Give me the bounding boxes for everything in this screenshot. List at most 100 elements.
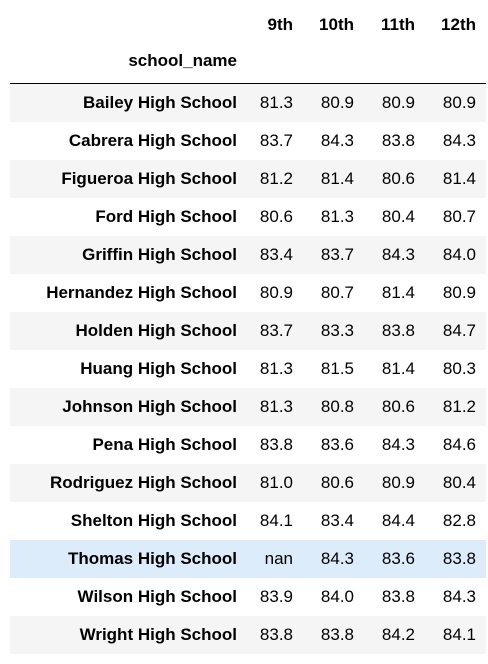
table-cell: 80.9 bbox=[381, 473, 415, 492]
table-row: Rodriguez High School 81.0 80.6 80.9 80.4 bbox=[10, 463, 486, 502]
table-cell: 83.4 bbox=[320, 511, 354, 530]
table-row: Huang High School 81.3 81.5 81.4 80.3 bbox=[10, 349, 486, 388]
table-cell: 84.1 bbox=[259, 511, 293, 530]
row-index-label: Thomas High School bbox=[67, 549, 237, 568]
table-cell: 81.0 bbox=[259, 473, 293, 492]
table-cell: 83.7 bbox=[259, 321, 293, 340]
table-row: Figueroa High School 81.2 81.4 80.6 81.4 bbox=[10, 159, 486, 198]
table-cell: 80.8 bbox=[320, 397, 354, 416]
dataframe-table: 9th 10th 11th 12th school_name Bailey Hi… bbox=[10, 0, 486, 654]
table-cell: 84.6 bbox=[442, 435, 476, 454]
column-header-row: 9th 10th 11th 12th bbox=[10, 0, 486, 49]
column-header: 10th bbox=[319, 15, 354, 34]
table-cell: 80.4 bbox=[381, 207, 415, 226]
table-cell: 81.3 bbox=[259, 397, 293, 416]
table-cell: 81.2 bbox=[442, 397, 476, 416]
table-cell: 83.3 bbox=[320, 321, 354, 340]
row-index-label: Wright High School bbox=[79, 625, 237, 644]
table-cell: 80.9 bbox=[442, 283, 476, 302]
table-cell: 80.9 bbox=[442, 93, 476, 113]
table-body: Bailey High School 81.3 80.9 80.9 80.9 Cabrer… bbox=[10, 83, 486, 654]
table-cell: 81.3 bbox=[259, 359, 293, 378]
row-index-label: Cabrera High School bbox=[68, 131, 237, 150]
table-cell: 80.9 bbox=[381, 93, 415, 113]
table-cell: 80.4 bbox=[442, 473, 476, 492]
table-cell: 81.4 bbox=[381, 283, 415, 302]
row-index-label: Bailey High School bbox=[83, 93, 237, 113]
table-cell: 81.4 bbox=[320, 169, 354, 188]
table-cell: 80.9 bbox=[259, 283, 293, 302]
table-cell: 80.9 bbox=[320, 93, 354, 113]
table-cell: 83.8 bbox=[259, 625, 293, 644]
blank-corner-cell bbox=[10, 0, 242, 49]
table-row: Thomas High School nan 84.3 83.6 83.8 bbox=[10, 539, 486, 578]
table-cell: 83.7 bbox=[259, 131, 293, 150]
table-row: Johnson High School 81.3 80.8 80.6 81.2 bbox=[10, 387, 486, 426]
column-header: 12th bbox=[441, 15, 476, 34]
table-row: Shelton High School 84.1 83.4 84.4 82.8 bbox=[10, 501, 486, 540]
column-header: 11th bbox=[380, 15, 415, 34]
table-row: Pena High School 83.8 83.6 84.3 84.6 bbox=[10, 425, 486, 464]
table-cell: 80.7 bbox=[320, 283, 354, 302]
table-row: Wright High School 83.8 83.8 84.2 84.1 bbox=[10, 615, 486, 654]
table-cell: 84.3 bbox=[381, 435, 415, 454]
table-cell: 84.2 bbox=[381, 625, 415, 644]
table-row: Cabrera High School 83.7 84.3 83.8 84.3 bbox=[10, 121, 486, 160]
table-cell: 83.8 bbox=[442, 549, 476, 568]
table-cell: 84.4 bbox=[381, 511, 415, 530]
table-cell: 84.1 bbox=[442, 625, 476, 644]
table-cell: 84.3 bbox=[320, 131, 354, 150]
table-cell: 80.6 bbox=[381, 397, 415, 416]
table-cell: 83.8 bbox=[320, 625, 354, 644]
table-cell: 83.4 bbox=[259, 245, 293, 264]
dataframe-output: 9th 10th 11th 12th school_name Bailey Hi… bbox=[10, 0, 486, 654]
row-index-label: Shelton High School bbox=[70, 511, 237, 530]
table-cell: 80.6 bbox=[381, 169, 415, 188]
table-cell: 83.8 bbox=[381, 131, 415, 150]
table-cell: 84.3 bbox=[320, 549, 354, 568]
row-index-label: Wilson High School bbox=[77, 587, 237, 606]
table-row: Griffin High School 83.4 83.7 84.3 84.0 bbox=[10, 235, 486, 274]
table-cell: 83.6 bbox=[381, 549, 415, 568]
table-cell: 83.8 bbox=[259, 435, 293, 454]
table-cell: 83.9 bbox=[259, 587, 293, 606]
table-row: Hernandez High School 80.9 80.7 81.4 80.9 bbox=[10, 273, 486, 312]
table-cell: 81.4 bbox=[381, 359, 415, 378]
row-index-label: Ford High School bbox=[95, 207, 237, 226]
table-row: Bailey High School 81.3 80.9 80.9 80.9 bbox=[10, 83, 486, 122]
table-cell: 81.4 bbox=[442, 169, 476, 188]
table-cell: 82.8 bbox=[442, 511, 476, 530]
table-cell: 84.3 bbox=[381, 245, 415, 264]
table-cell: 81.2 bbox=[259, 169, 293, 188]
index-name-header: school_name bbox=[10, 49, 242, 84]
row-index-label: Griffin High School bbox=[82, 245, 237, 264]
table-cell: 81.3 bbox=[259, 93, 293, 113]
row-index-label: Pena High School bbox=[92, 435, 237, 454]
table-cell: 84.0 bbox=[320, 587, 354, 606]
table-cell: 84.0 bbox=[442, 245, 476, 264]
table-cell: 84.3 bbox=[442, 131, 476, 150]
column-header: 9th bbox=[267, 15, 294, 34]
index-name-row: school_name bbox=[10, 49, 486, 84]
table-cell: 80.6 bbox=[259, 207, 293, 226]
table-cell: 84.7 bbox=[442, 321, 476, 340]
table-cell: nan bbox=[264, 549, 293, 568]
row-index-label: Johnson High School bbox=[62, 397, 237, 416]
table-cell: 80.7 bbox=[442, 207, 476, 226]
table-cell: 81.5 bbox=[320, 359, 354, 378]
table-cell: 80.6 bbox=[320, 473, 354, 492]
row-index-label: Hernandez High School bbox=[46, 283, 237, 302]
table-cell: 83.7 bbox=[320, 245, 354, 264]
table-cell: 80.3 bbox=[442, 359, 476, 378]
table-cell: 81.3 bbox=[320, 207, 354, 226]
table-row: Holden High School 83.7 83.3 83.8 84.7 bbox=[10, 311, 486, 350]
table-cell: 83.8 bbox=[381, 587, 415, 606]
table-row: Ford High School 80.6 81.3 80.4 80.7 bbox=[10, 197, 486, 236]
table-cell: 83.8 bbox=[381, 321, 415, 340]
table-row: Wilson High School 83.9 84.0 83.8 84.3 bbox=[10, 577, 486, 616]
row-index-label: Holden High School bbox=[75, 321, 238, 340]
row-index-label: Rodriguez High School bbox=[50, 473, 237, 492]
table-cell: 83.6 bbox=[320, 435, 354, 454]
row-index-label: Huang High School bbox=[80, 359, 237, 378]
table-cell: 84.3 bbox=[442, 587, 476, 606]
